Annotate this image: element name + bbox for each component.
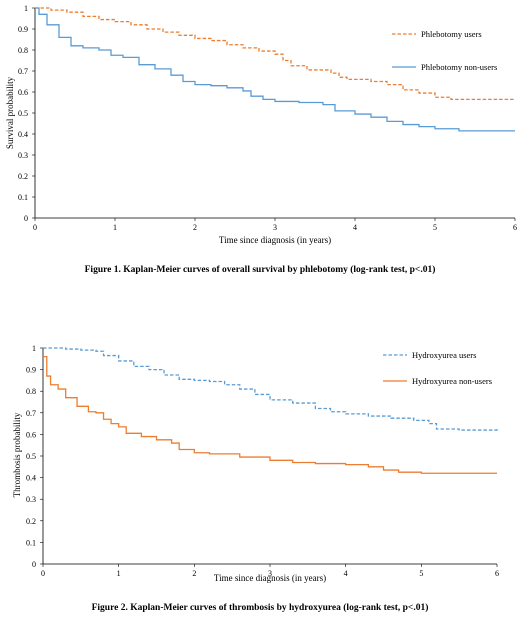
chart-1-y-tick-label: 1: [24, 4, 28, 13]
chart-1-y-tick-label: 0.2: [18, 172, 28, 181]
chart-1-y-label: Survival probability: [5, 76, 15, 149]
chart-2-x-ticks: 0 1 2 3 4 5 6: [41, 564, 499, 578]
chart-2-legend: Hydroxyurea users Hydroxyurea non-users: [383, 350, 492, 386]
chart-1-y-tick-label: 0.3: [18, 151, 28, 160]
chart-1-series-line-1: [35, 7, 515, 132]
chart-1-x-tick-label: 0: [33, 223, 37, 232]
chart-2-x-tick-label: 2: [192, 569, 196, 578]
chart-1-legend: Phlebotomy users Phlebotomy non-users: [392, 29, 497, 72]
chart-2-y-tick-label: 0.4: [26, 474, 36, 483]
chart-1-y-tick-label: 0.4: [18, 130, 28, 139]
chart-2-y-tick-label: 0.8: [26, 387, 36, 396]
chart-1-x-tick-label: 2: [193, 223, 197, 232]
chart-1-legend-label-1: Phlebotomy non-users: [421, 62, 497, 72]
chart-2-y-label: Thrombosis probability: [12, 412, 22, 497]
chart-1-y-tick-label: 0.8: [18, 46, 28, 55]
chart-1-legend-label-0: Phlebotomy users: [421, 29, 482, 39]
chart-2-y-ticks: 0 0.1 0.2 0.3 0.4 0.5 0.6 0.7 0.8 0.9 1: [26, 344, 43, 569]
chart-1-x-tick-label: 4: [353, 223, 357, 232]
chart-2-x-tick-label: 6: [495, 569, 499, 578]
chart-2-x-label: Time since diagnosis (in years): [214, 573, 326, 583]
chart-2-y-tick-label: 0.3: [26, 495, 36, 504]
chart-1-x-tick-label: 3: [273, 223, 277, 232]
chart-1-series-line-0: [35, 7, 515, 100]
chart-2-x-tick-label: 4: [344, 569, 348, 578]
chart-2-y-tick-label: 0.1: [26, 538, 36, 547]
chart-1-x-ticks: 0 1 2 3 4 5 6: [33, 218, 517, 232]
chart-1-y-tick-label: 0.7: [18, 67, 28, 76]
chart-1-x-tick-label: 1: [113, 223, 117, 232]
chart-1-x-tick-label: 6: [513, 223, 517, 232]
chart-2-series-line-0: [43, 347, 498, 431]
chart-2-y-tick-label: 0.9: [26, 366, 36, 375]
chart-1-series: [35, 7, 515, 132]
chart-1-y-tick-label: 0.9: [18, 25, 28, 34]
chart-2-y-tick-label: 0.6: [26, 430, 36, 439]
chart-2-x-tick-label: 0: [41, 569, 45, 578]
chart-2-legend-label-0: Hydroxyurea users: [412, 350, 476, 360]
chart-1-y-tick-label: 0.5: [18, 109, 28, 118]
chart-2-series: [43, 347, 498, 474]
chart-2-y-tick-label: 1: [32, 344, 36, 353]
chart-2-y-tick-label: 0.5: [26, 452, 36, 461]
chart-2-x-tick-label: 5: [419, 569, 423, 578]
chart-2-x-tick-label: 1: [117, 569, 121, 578]
chart-2-x-tick-label: 3: [268, 569, 272, 578]
chart-1-y-tick-label: 0.6: [18, 88, 28, 97]
chart-1-y-tick-label: 0.1: [18, 193, 28, 202]
chart-2-y-tick-label: 0.2: [26, 517, 36, 526]
chart-1-y-ticks: 0 0.1 0.2 0.3 0.4 0.5 0.6 0.7 0.8 0.9 1: [18, 4, 35, 223]
chart-2-caption: Figure 2. Kaplan-Meier curves of thrombo…: [92, 602, 429, 613]
chart-2-legend-label-1: Hydroxyurea non-users: [412, 376, 492, 386]
chart-1: 0 0.1 0.2 0.3 0.4 0.5 0.6 0.7 0.8 0.9 1 0 1 2 3 4 5 6 Ti…: [5, 4, 517, 275]
chart-2-series-line-1: [43, 355, 497, 474]
chart-2-y-tick-label: 0.7: [26, 409, 36, 418]
chart-1-y-tick-label: 0: [24, 214, 28, 223]
chart-1-x-label: Time since diagnosis (in years): [219, 235, 331, 245]
chart-2: 0 0.1 0.2 0.3 0.4 0.5 0.6 0.7 0.8 0.9 1 0 1 2 3 4 5 6 Ti…: [12, 344, 499, 613]
chart-2-y-tick-label: 0: [32, 560, 36, 569]
chart-1-caption: Figure 1. Kaplan-Meier curves of overall…: [85, 264, 436, 275]
chart-1-x-tick-label: 5: [433, 223, 437, 232]
